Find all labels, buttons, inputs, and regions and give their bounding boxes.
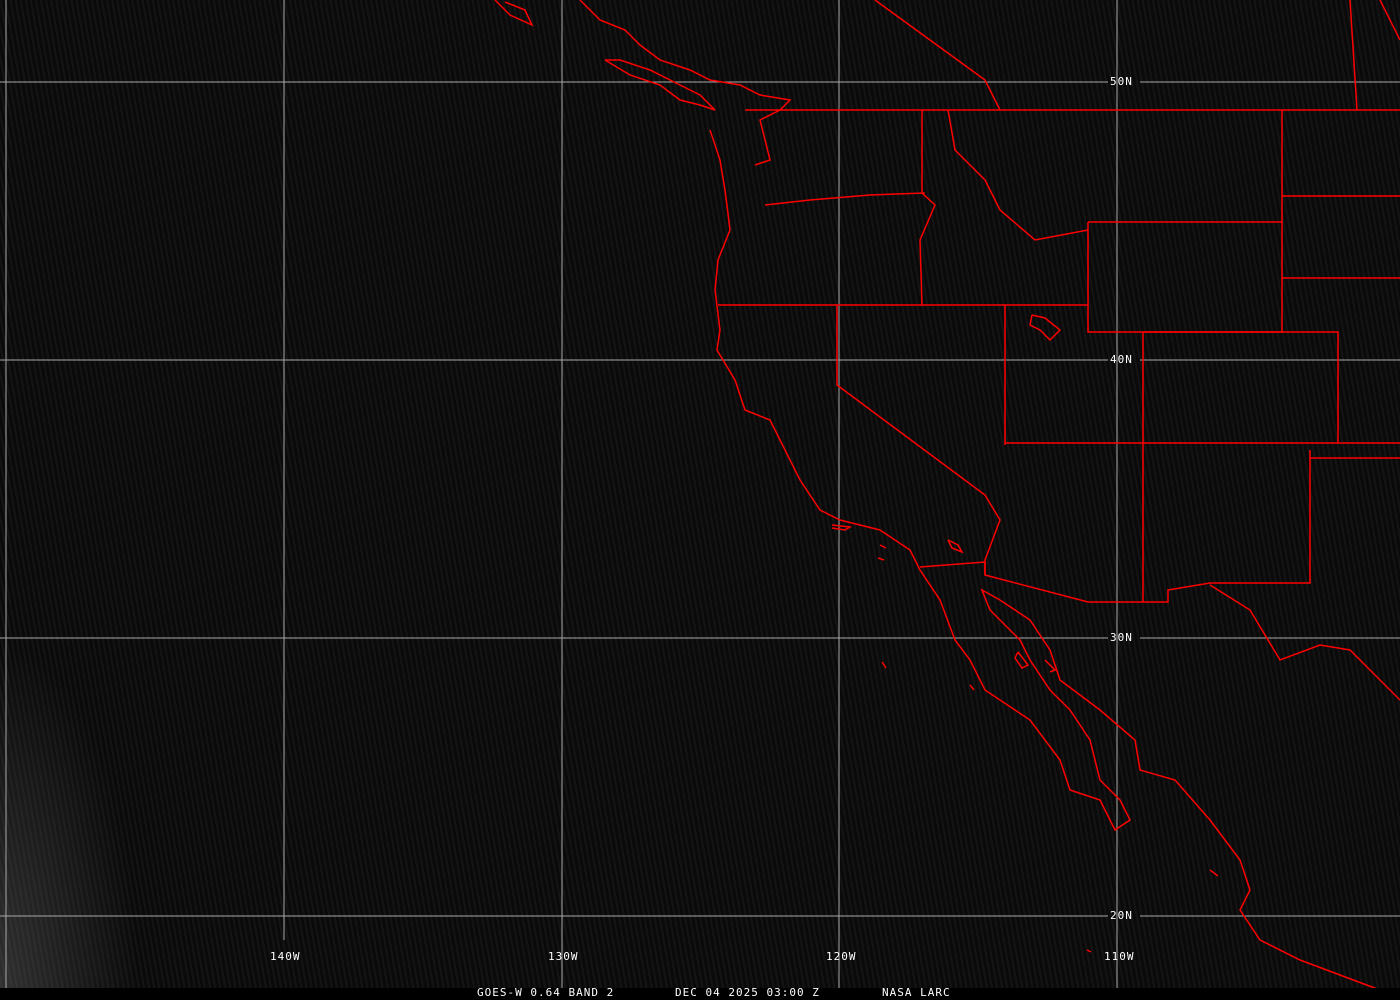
lon-label-130w: 130W bbox=[548, 950, 579, 963]
ca-nv-border bbox=[836, 305, 1001, 575]
source-label: NASA LARC bbox=[882, 986, 951, 999]
us-mexico-border bbox=[919, 450, 1311, 603]
lon-label-110w: 110W bbox=[1104, 950, 1135, 963]
band-label: GOES-W 0.64 BAND 2 bbox=[477, 986, 615, 999]
image-caption-bar: GOES-W 0.64 BAND 2 DEC 04 2025 03:00 Z N… bbox=[0, 986, 1400, 1000]
great-salt-lake bbox=[1029, 314, 1062, 342]
coastline-bc2 bbox=[579, 0, 792, 166]
islands bbox=[831, 524, 853, 531]
wa-or-border bbox=[764, 192, 926, 206]
wa-id-border bbox=[919, 110, 936, 306]
lon-label-120w: 120W bbox=[826, 950, 857, 963]
political-borders bbox=[494, 0, 1400, 991]
id-mt-border bbox=[947, 109, 1089, 241]
canada-province-border bbox=[874, 0, 1001, 111]
lat-label-30n: 30N bbox=[1110, 631, 1133, 644]
lon-label-140w: 140W bbox=[270, 950, 301, 963]
cloud-haze bbox=[0, 640, 140, 990]
vancouver-island bbox=[604, 59, 716, 111]
datetime-label: DEC 04 2025 03:00 Z bbox=[675, 986, 820, 999]
co-border bbox=[1143, 331, 1339, 443]
salton-sea bbox=[947, 539, 964, 554]
lat-label-20n: 20N bbox=[1110, 909, 1133, 922]
coastline-mexico-east bbox=[1209, 584, 1400, 701]
coastline-west bbox=[709, 129, 1381, 991]
lat-label-50n: 50N bbox=[1110, 75, 1133, 88]
coastline-bc bbox=[494, 0, 534, 27]
lat-label-40n: 40N bbox=[1110, 353, 1133, 366]
